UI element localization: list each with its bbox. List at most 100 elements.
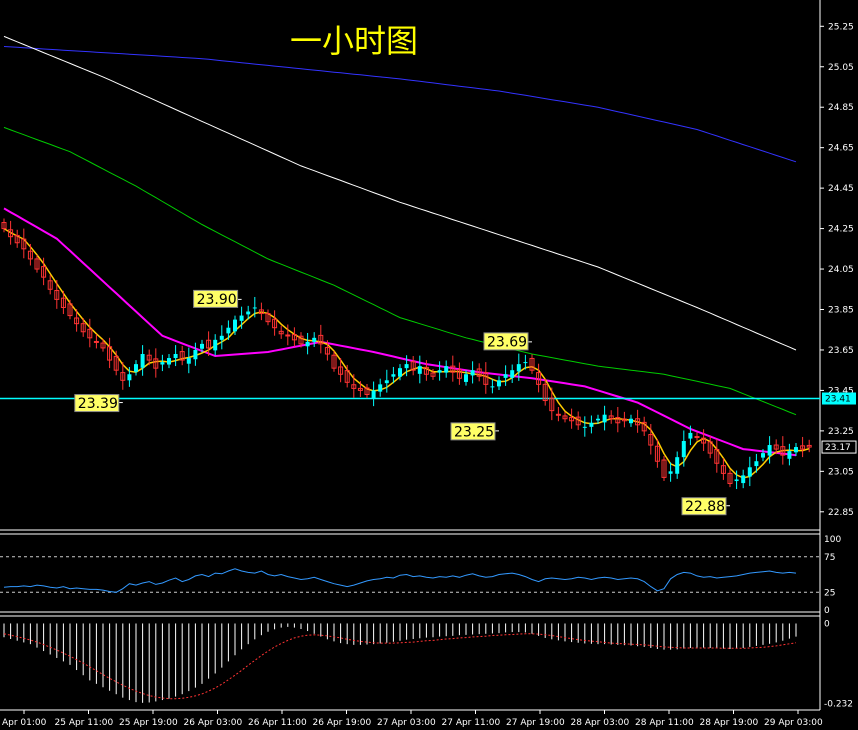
candle-body [364, 387, 370, 395]
candle [582, 416, 587, 437]
annotation: 23.25 [450, 422, 499, 441]
candle [767, 436, 772, 464]
candle-body [523, 362, 528, 364]
candle [246, 305, 251, 320]
candle [754, 453, 759, 473]
annotation: 23.69 [483, 332, 532, 351]
candle-body [384, 380, 389, 384]
support-price-label: 23.41 [825, 395, 851, 405]
candle-body [688, 432, 693, 439]
candle-body [134, 364, 138, 372]
candle-body [107, 346, 113, 361]
candle [186, 347, 191, 374]
candle [219, 325, 224, 350]
candle-body [444, 366, 449, 373]
candle [146, 349, 152, 366]
annotation-label: 23.90 [197, 292, 237, 308]
candle [100, 339, 106, 352]
oscillator-panel: 0 -0.232 [3, 619, 853, 710]
candle [93, 334, 99, 349]
time-tick-label: Apr 01:00 [2, 718, 47, 728]
candle-body [575, 416, 581, 426]
candle [430, 368, 436, 380]
ma-line-0 [3, 46, 797, 163]
price-tick-label: 24.45 [828, 184, 854, 194]
osc-signal-line [3, 633, 797, 700]
candle-body [60, 297, 66, 308]
price-tick-label: 22.85 [828, 508, 854, 518]
candle [378, 378, 383, 397]
candle-body [27, 250, 33, 260]
candle [226, 320, 231, 340]
candle-body [423, 366, 429, 375]
candle-body [542, 383, 548, 402]
candle-body [200, 343, 204, 349]
candle-body [555, 413, 561, 416]
candle-body [668, 471, 673, 474]
candle-body [318, 334, 324, 345]
rsi-panel: 100 75 25 0 [0, 535, 841, 616]
candle [331, 351, 337, 372]
annotation-label: 22.88 [685, 499, 725, 515]
candle-body [741, 475, 746, 484]
candle [569, 408, 575, 429]
candle [41, 257, 47, 286]
candle-body [47, 280, 53, 290]
price-tick-label: 24.85 [828, 103, 854, 113]
candle [629, 414, 633, 427]
candle-body [21, 238, 27, 250]
candle-body [146, 354, 152, 361]
candle-body [219, 335, 224, 340]
time-tick-label: 27 Apr 03:00 [377, 718, 436, 728]
time-tick-label: 26 Apr 03:00 [184, 718, 243, 728]
time-tick-label: 27 Apr 11:00 [442, 718, 501, 728]
candle-body [641, 421, 647, 432]
candle-body [510, 370, 515, 378]
candle-body [654, 445, 660, 462]
candle-body [371, 390, 376, 399]
candle-body [206, 339, 212, 349]
candle [417, 355, 422, 384]
candle-body [87, 328, 93, 339]
candle-body [1, 222, 7, 230]
candle [1, 218, 7, 233]
candle-body [226, 327, 231, 334]
candle [714, 438, 720, 473]
candle-body [754, 461, 759, 467]
candle-body [305, 341, 310, 347]
annotation-label: 23.25 [454, 424, 494, 440]
candle [291, 327, 297, 347]
price-tick-label: 23.25 [828, 427, 854, 437]
price-tick-label: 23.45 [828, 386, 854, 396]
candle [351, 374, 357, 398]
candle-body [800, 445, 806, 450]
candle [635, 409, 641, 433]
candle [787, 443, 792, 466]
candle [701, 429, 707, 452]
annotation: 23.39 [74, 394, 123, 413]
candle [364, 383, 370, 399]
candle [761, 449, 765, 462]
candle-body [490, 386, 495, 388]
candle-body [720, 465, 726, 474]
time-tick-label: 29 Apr 03:00 [764, 718, 823, 728]
candle [450, 355, 456, 382]
candle [681, 430, 686, 467]
candle-body [41, 266, 47, 278]
candle-body [589, 422, 594, 427]
candle-body [265, 313, 271, 323]
candle-body [8, 229, 14, 238]
candle [272, 310, 278, 336]
candle-body [398, 368, 402, 377]
price-axis: 25.4525.2525.0524.8524.6524.4524.2524.05… [820, 22, 854, 518]
candle-body [707, 441, 713, 454]
candle [648, 424, 654, 455]
candle [444, 360, 449, 378]
candle-body [780, 446, 786, 456]
candle [523, 354, 528, 370]
candle [423, 360, 429, 381]
candle-body [113, 355, 119, 371]
candle [167, 354, 171, 369]
candle [384, 369, 389, 393]
candle-body [67, 303, 73, 317]
